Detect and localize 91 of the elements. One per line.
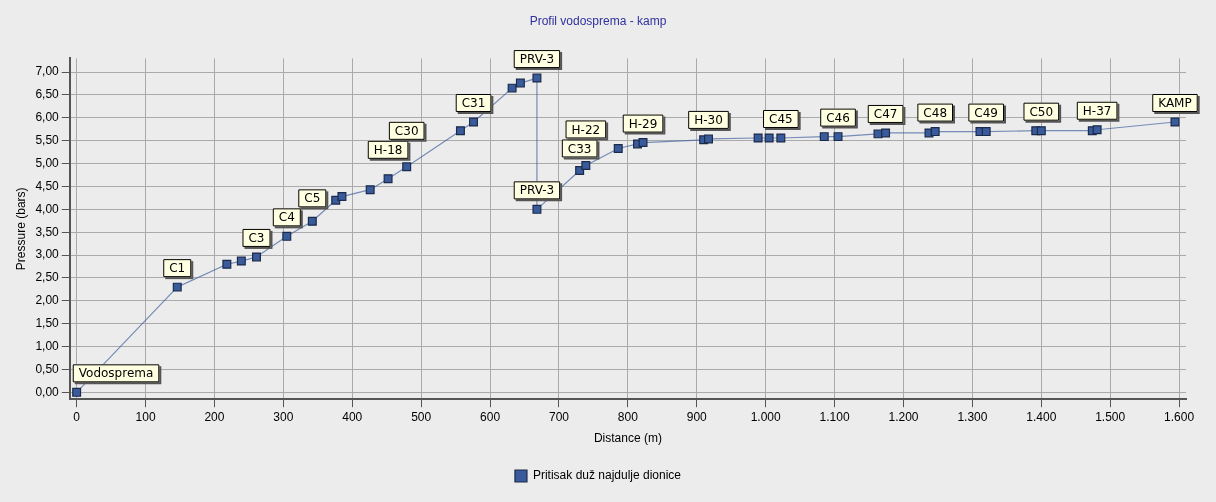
y-tick-label: 7,00: [35, 64, 60, 79]
data-label: C47: [873, 107, 898, 122]
x-tick-label: 600: [480, 409, 501, 424]
x-tick-label: 900: [686, 409, 708, 424]
data-label: C33: [567, 141, 592, 156]
point: [764, 133, 774, 143]
point: [1036, 126, 1046, 136]
x-tick-label: 200: [204, 409, 225, 424]
point: [365, 185, 375, 195]
data-label: C49: [974, 105, 999, 120]
data-label: H-18: [373, 142, 403, 157]
data-label: C45: [769, 112, 793, 127]
data-label: H-30: [694, 113, 723, 128]
point: [469, 117, 479, 127]
point: [402, 162, 412, 172]
point: [282, 231, 292, 241]
point: [930, 127, 940, 137]
x-tick-label: 1.100: [819, 409, 850, 424]
data-label: KAMP: [1158, 96, 1192, 111]
point: [776, 133, 786, 143]
data-label: C46: [826, 110, 850, 125]
point: [307, 216, 317, 226]
legend-label: Pritisak duž najdulje dionice: [532, 468, 682, 483]
y-tick-label: 0,50: [35, 361, 60, 376]
point: [753, 133, 763, 143]
point: [819, 132, 829, 142]
y-tick-label: 5,50: [35, 133, 60, 148]
data-label: C50: [1029, 104, 1054, 119]
x-tick-label: 1.200: [888, 409, 919, 424]
data-label: C1: [169, 261, 186, 276]
point: [507, 83, 517, 93]
point: [172, 282, 182, 292]
y-tick-label: 6,00: [35, 110, 60, 125]
data-label: H-22: [571, 122, 601, 137]
y-axis-title: Pressure (bars): [13, 187, 28, 271]
data-label: PRV-3: [519, 183, 555, 198]
x-tick-label: 400: [342, 409, 363, 424]
point: [704, 134, 713, 144]
point: [1092, 125, 1102, 135]
data-label: Vodosprema: [78, 366, 154, 381]
data-label: C4: [278, 210, 295, 225]
data-label: C3: [248, 231, 265, 246]
y-tick-label: 6,50: [35, 87, 60, 102]
point: [873, 129, 883, 139]
x-tick-label: 1.000: [750, 409, 782, 424]
point: [337, 192, 347, 202]
x-tick-label: 1.400: [1026, 409, 1057, 424]
point: [222, 259, 232, 269]
point: [638, 138, 648, 148]
point: [383, 174, 393, 184]
point: [981, 127, 991, 137]
data-label: C30: [394, 123, 419, 138]
y-tick-label: 3,00: [35, 247, 60, 262]
point: [236, 256, 246, 266]
y-tick-label: 4,00: [35, 201, 60, 216]
point: [881, 128, 891, 138]
x-tick-label: 700: [548, 409, 570, 424]
x-tick-label: 500: [411, 409, 432, 424]
point: [1170, 117, 1180, 127]
x-tick-label: 100: [135, 409, 156, 424]
y-tick-label: 0,00: [35, 384, 60, 399]
y-tick-label: 2,50: [35, 270, 60, 285]
x-tick-label: 1.300: [957, 409, 988, 424]
x-tick-label: 300: [273, 409, 294, 424]
x-axis-title: Distance (m): [593, 431, 662, 446]
point: [515, 78, 525, 88]
data-label: C31: [461, 96, 486, 111]
data-label: PRV-3: [519, 52, 555, 67]
y-tick-label: 1,00: [35, 338, 60, 353]
x-tick-label: 800: [617, 409, 639, 424]
x-tick-label: 0: [73, 409, 81, 424]
data-label: H-29: [628, 116, 658, 131]
point: [532, 73, 542, 83]
data-label: C5: [304, 191, 321, 206]
data-label: H-37: [1082, 103, 1112, 118]
y-tick-label: 2,00: [35, 293, 60, 308]
y-tick-label: 3,50: [35, 224, 60, 239]
y-tick-label: 5,00: [35, 155, 60, 170]
x-tick-label: 1.500: [1095, 409, 1126, 424]
point: [455, 126, 465, 136]
chart-title: Profil vodosprema - kamp: [529, 13, 667, 28]
data-label: C48: [923, 105, 948, 120]
point: [532, 204, 542, 214]
point: [72, 387, 82, 397]
point: [833, 132, 843, 142]
x-tick-label: 1.600: [1164, 409, 1195, 424]
y-tick-label: 4,50: [35, 178, 60, 193]
point: [613, 144, 623, 154]
y-tick-label: 1,50: [35, 316, 60, 331]
point: [252, 252, 261, 262]
point: [581, 160, 591, 170]
